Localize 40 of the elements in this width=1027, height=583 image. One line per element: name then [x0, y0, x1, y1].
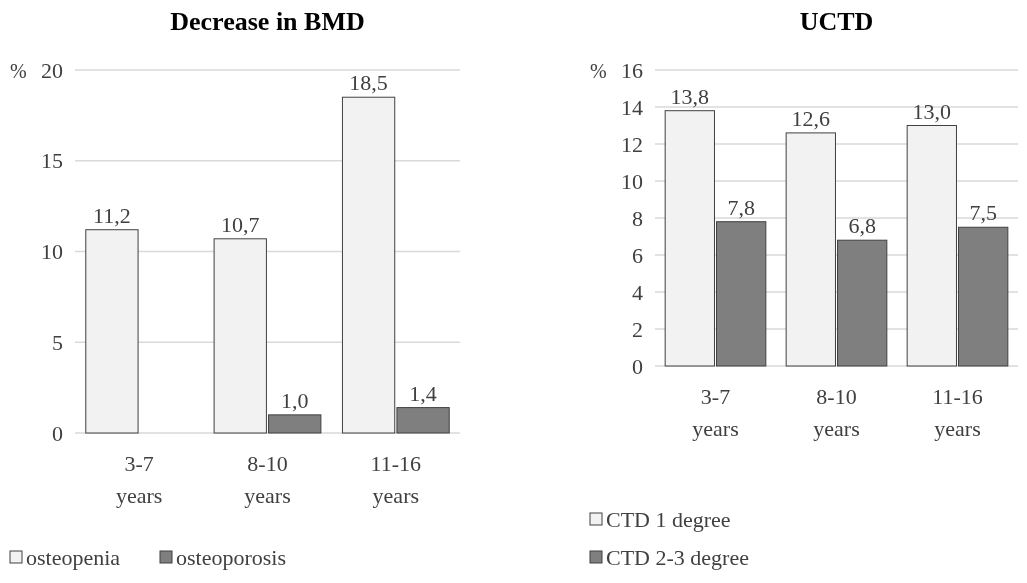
data-label: 13,0 [912, 98, 952, 124]
x-tick-label: 11-16 years [370, 451, 422, 508]
y-tick-label: 12 [621, 131, 643, 157]
x-tick-label: 3-7 years [692, 384, 739, 441]
y-tick-label: 6 [632, 242, 643, 268]
legend-label: CTD 1 degree [606, 507, 731, 532]
legend-label: osteoporosis [176, 545, 286, 570]
data-label: 18,5 [349, 70, 388, 96]
y-tick-label: 5 [52, 329, 63, 355]
y-tick-label: 16 [621, 57, 643, 83]
x-tick-label: 8-10 years [813, 384, 860, 441]
y-tick-label: 10 [41, 239, 63, 265]
x-tick-label: 3-7 years [115, 451, 163, 508]
x-tick-label: 8-10 years [244, 451, 291, 508]
y-tick-label: 10 [621, 168, 643, 194]
data-label: 7,5 [969, 200, 997, 226]
y-tick-label: 2 [632, 316, 643, 342]
data-label: 6,8 [848, 213, 876, 239]
chart-title: Decrease in BMD [170, 7, 365, 36]
legend-label: CTD 2-3 degree [606, 545, 749, 570]
data-label: 1,0 [280, 387, 309, 413]
data-label: 7,8 [727, 194, 755, 220]
data-label: 1,4 [409, 380, 437, 406]
y-tick-label: 0 [632, 353, 643, 379]
y-tick-label: 4 [632, 279, 643, 305]
x-tick-label: 11-16 years [932, 384, 983, 441]
data-label: 13,8 [670, 83, 710, 109]
legend-label: osteopenia [26, 545, 121, 570]
bar [85, 229, 139, 434]
y-tick-label: 14 [621, 94, 643, 120]
y-axis-title: % [590, 60, 607, 82]
y-tick-label: 8 [632, 205, 643, 231]
y-tick-label: 0 [52, 420, 63, 446]
y-tick-label: 20 [41, 57, 63, 83]
y-axis-title: % [10, 60, 27, 82]
y-tick-label: 15 [41, 148, 63, 174]
chart-title: UCTD [799, 7, 874, 36]
data-label: 11,2 [93, 202, 131, 228]
data-label: 10,7 [221, 211, 260, 237]
data-label: 12,6 [791, 105, 831, 131]
